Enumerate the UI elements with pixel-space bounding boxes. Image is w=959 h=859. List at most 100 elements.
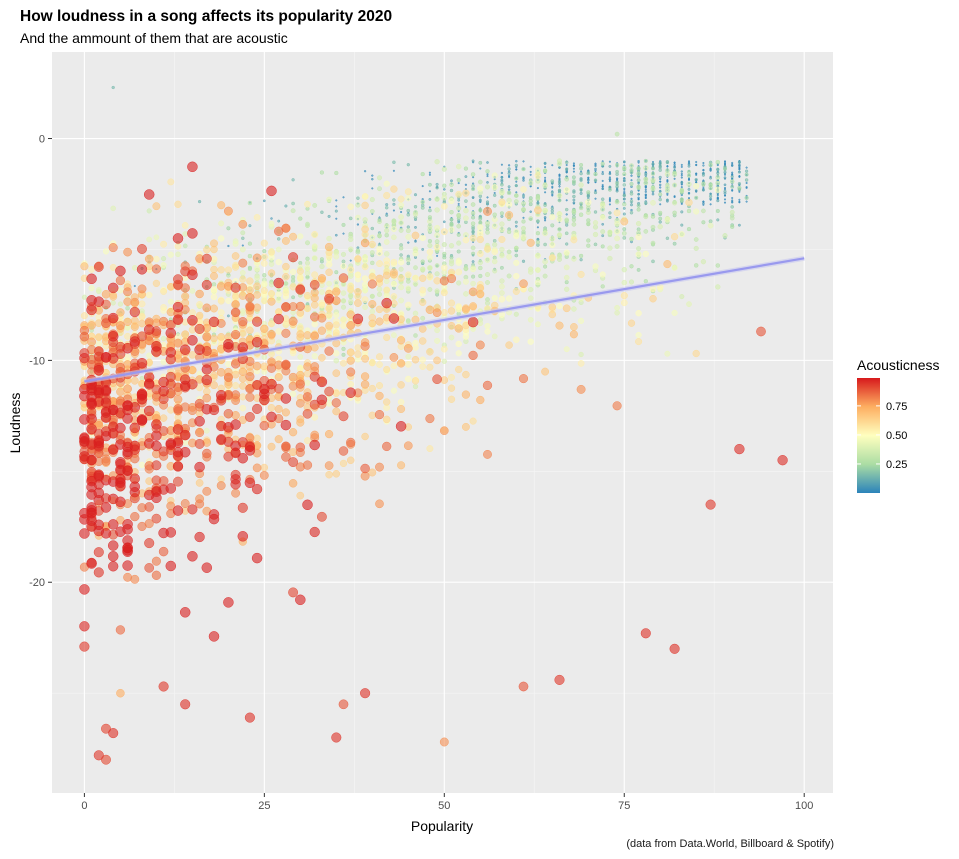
data-point (463, 266, 469, 272)
x-axis-title: Popularity (411, 818, 473, 834)
data-point (310, 288, 319, 297)
data-point (658, 220, 662, 224)
data-point (629, 181, 634, 186)
data-point (478, 160, 483, 165)
data-point (601, 187, 605, 191)
data-point (267, 442, 276, 451)
data-point (544, 191, 547, 194)
data-point (124, 332, 132, 340)
data-point (158, 385, 169, 397)
data-point (478, 216, 483, 221)
data-point (223, 597, 234, 608)
data-point (397, 461, 406, 470)
data-point (383, 365, 391, 374)
data-point (288, 252, 299, 263)
data-point (347, 380, 354, 388)
data-point (262, 199, 266, 203)
data-point (201, 374, 213, 386)
data-point (405, 285, 412, 292)
data-point (201, 364, 212, 375)
data-point (435, 182, 439, 186)
data-point (658, 210, 663, 216)
data-point (659, 180, 662, 183)
data-point (302, 392, 313, 402)
data-point (340, 316, 347, 324)
data-point (346, 356, 355, 365)
data-point (505, 295, 513, 302)
data-point (427, 264, 433, 271)
data-point (86, 304, 97, 316)
data-point (253, 291, 261, 299)
data-point (239, 404, 247, 412)
data-point (607, 245, 613, 251)
data-point (398, 202, 405, 209)
data-point (557, 227, 562, 232)
data-point (252, 361, 262, 371)
data-point (572, 194, 576, 199)
data-point (216, 282, 226, 291)
data-point (210, 286, 218, 293)
data-point (587, 179, 590, 182)
data-point (332, 407, 341, 416)
data-point (476, 289, 485, 298)
data-point (296, 330, 305, 338)
data-point (579, 166, 584, 171)
data-point (309, 399, 320, 410)
data-point (579, 162, 584, 168)
data-point (608, 203, 611, 206)
data-point (455, 365, 463, 374)
data-point (356, 196, 360, 200)
data-point (79, 528, 90, 539)
data-point (527, 338, 534, 345)
data-point (636, 246, 642, 252)
data-point (107, 551, 119, 562)
data-point (340, 263, 347, 270)
data-point (405, 279, 411, 284)
trend-line (84, 257, 805, 383)
data-point (291, 178, 295, 182)
data-point (550, 209, 554, 213)
data-point (371, 187, 374, 190)
data-point (281, 408, 290, 417)
data-point (152, 318, 161, 328)
data-point (499, 211, 504, 216)
data-point (107, 404, 119, 416)
data-point (117, 301, 124, 307)
data-point (195, 311, 204, 320)
data-point (428, 206, 431, 209)
data-point (635, 338, 643, 346)
data-point (109, 263, 117, 271)
data-point (383, 333, 391, 342)
data-point (80, 262, 89, 271)
data-point (686, 226, 692, 232)
data-point (239, 329, 247, 338)
data-point (281, 236, 290, 245)
data-point (319, 257, 324, 262)
data-point (201, 403, 213, 415)
data-point (347, 266, 355, 274)
data-point (390, 280, 398, 288)
data-point (368, 300, 377, 309)
data-point (542, 168, 548, 173)
data-point (383, 251, 390, 257)
data-point (376, 175, 383, 181)
data-point (331, 732, 342, 743)
data-point (80, 312, 88, 320)
data-point (392, 209, 395, 212)
data-point (218, 220, 225, 227)
data-point (477, 320, 484, 327)
data-point (413, 204, 418, 209)
data-point (701, 220, 706, 225)
data-point (115, 275, 126, 286)
data-point (419, 274, 427, 282)
data-point (513, 311, 519, 317)
data-point (101, 456, 111, 466)
data-point (506, 229, 512, 235)
data-point (396, 336, 406, 345)
data-point (499, 246, 505, 253)
data-point (237, 452, 249, 464)
data-point (623, 188, 626, 191)
data-point (493, 193, 497, 197)
data-point (202, 303, 212, 313)
data-point (302, 499, 313, 511)
